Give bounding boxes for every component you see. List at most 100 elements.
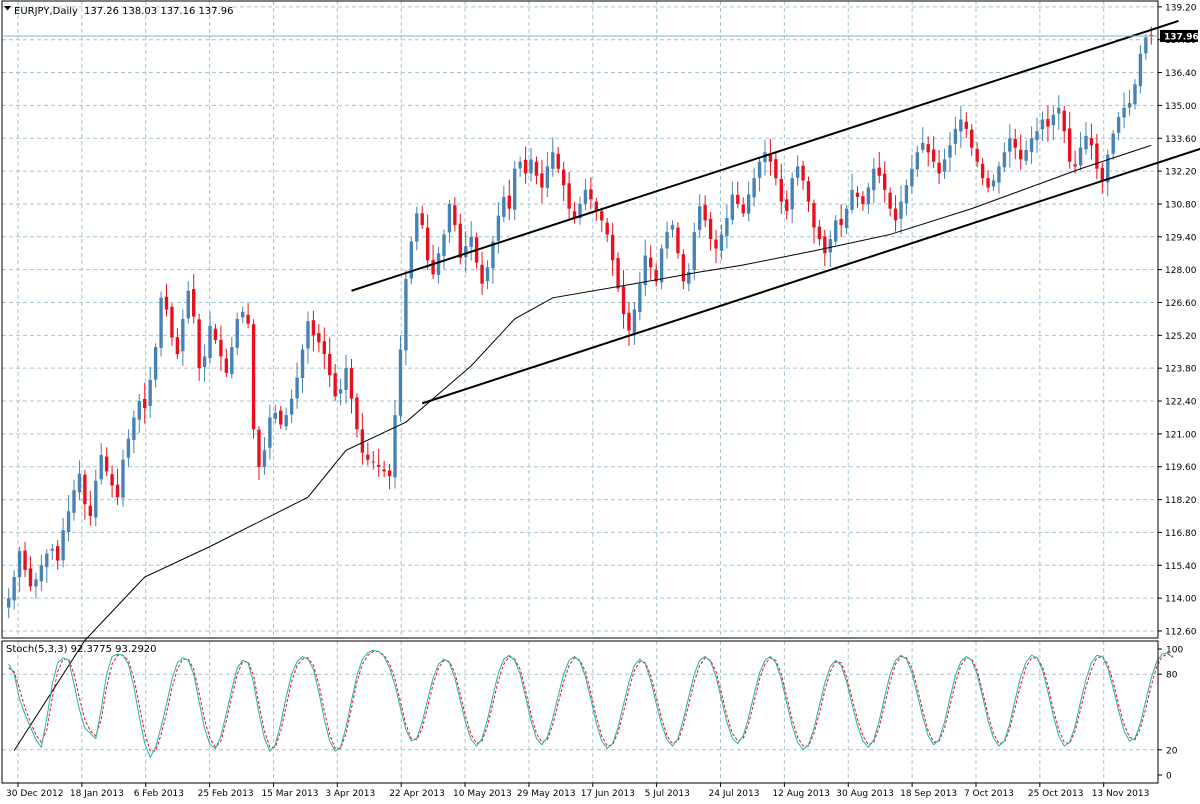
candle <box>1127 89 1132 116</box>
candle-body <box>284 415 288 427</box>
candle-body <box>453 205 457 226</box>
trendline <box>351 19 1179 292</box>
candle <box>273 404 278 424</box>
candle-body <box>915 152 920 170</box>
candle-body <box>317 333 321 343</box>
candle <box>513 160 517 221</box>
candle <box>431 244 435 280</box>
candle-body <box>349 368 354 399</box>
candle <box>1046 105 1050 142</box>
candle-body <box>61 530 65 561</box>
candle-body <box>431 259 435 275</box>
candle-body <box>110 474 114 486</box>
last-price-badge <box>1160 29 1198 42</box>
candle-body <box>181 318 185 352</box>
candle-body <box>153 347 158 380</box>
candle-body <box>844 208 849 228</box>
candle <box>442 229 446 269</box>
candle-body <box>94 480 98 518</box>
candle-body <box>665 232 669 249</box>
candle-body <box>235 318 239 348</box>
candle-body <box>692 232 696 271</box>
candle <box>72 479 76 521</box>
candle-body <box>192 289 196 317</box>
candle-body <box>251 324 256 430</box>
candle-body <box>208 325 212 359</box>
candle <box>61 517 65 568</box>
candle <box>1106 149 1110 197</box>
time-tick-label: 18 Sep 2013 <box>900 789 957 799</box>
candle <box>921 127 925 154</box>
candle-body <box>39 565 44 582</box>
candle <box>300 344 305 394</box>
candle <box>398 335 403 422</box>
candle-body <box>333 373 337 397</box>
candle-body <box>371 461 375 463</box>
candle-body <box>746 194 751 214</box>
candle <box>94 469 98 527</box>
candle <box>197 313 201 381</box>
candle <box>790 172 794 224</box>
candle-body <box>1116 117 1121 133</box>
candle-body <box>420 213 424 226</box>
candle <box>56 540 60 570</box>
price-tick-label: 119.60 <box>1165 463 1197 473</box>
candle <box>409 236 414 285</box>
candle <box>561 161 566 202</box>
candle-body <box>518 161 522 169</box>
candle <box>1111 130 1115 160</box>
candle-body <box>1062 110 1066 132</box>
candle <box>714 230 718 264</box>
candle-body <box>540 173 544 188</box>
candle-body <box>442 234 446 256</box>
candle-body <box>1149 34 1153 36</box>
candle <box>1100 162 1104 194</box>
candle-body <box>741 204 745 214</box>
price-grid <box>2 1 1158 638</box>
candle-body <box>56 546 60 561</box>
candle-body <box>708 218 713 240</box>
candle <box>1051 106 1056 141</box>
candle-body <box>77 473 82 493</box>
candle-body <box>328 353 332 376</box>
candle-body <box>464 246 468 258</box>
candle <box>991 174 996 191</box>
candle-body <box>659 248 664 283</box>
candle-body <box>28 568 33 587</box>
candle <box>1024 140 1028 166</box>
candle-body <box>104 456 109 472</box>
candle-body <box>600 211 604 221</box>
candle <box>88 490 93 526</box>
candle-body <box>556 153 560 169</box>
candle <box>143 382 147 424</box>
candle-body <box>561 169 566 186</box>
candle <box>828 230 832 267</box>
candle <box>844 204 849 234</box>
candle-body <box>17 551 22 577</box>
candle-body <box>322 341 326 355</box>
candle-body <box>986 178 990 188</box>
candle-body <box>893 208 898 221</box>
symbol-dropdown-icon[interactable] <box>4 6 11 11</box>
candle-body <box>1002 152 1007 168</box>
candle <box>529 147 533 182</box>
candle-body <box>1029 138 1034 153</box>
candle <box>719 224 724 260</box>
candle <box>137 394 141 434</box>
candle-body <box>991 180 996 187</box>
candle-body <box>202 356 207 368</box>
stoch-main-line <box>8 649 1174 759</box>
candle-body <box>50 548 54 551</box>
candle-body <box>817 226 822 240</box>
candle <box>1002 142 1007 172</box>
candle <box>1029 126 1034 165</box>
candle-body <box>257 429 261 467</box>
candle <box>638 272 642 321</box>
candle-body <box>485 267 490 281</box>
candle-body <box>121 459 125 498</box>
candle-body <box>1138 53 1143 87</box>
candle-body <box>355 397 359 430</box>
candle-body <box>1111 133 1115 154</box>
candle-body <box>1067 128 1072 162</box>
candle <box>235 312 239 356</box>
